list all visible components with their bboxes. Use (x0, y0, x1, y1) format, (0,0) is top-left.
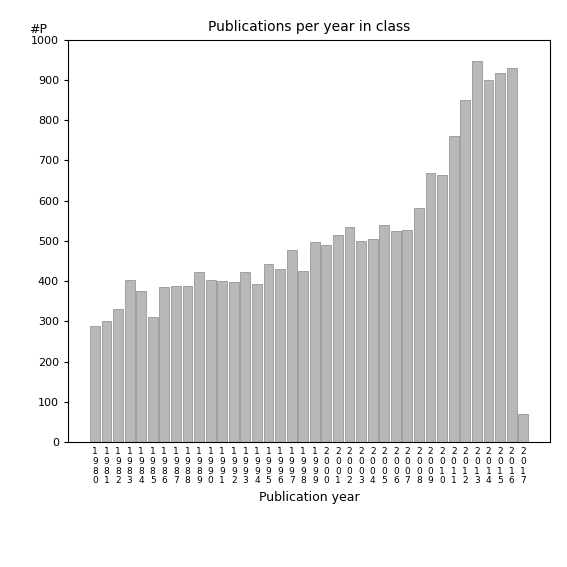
Bar (148, 318, 158, 442)
Bar (206, 280, 215, 442)
Bar (183, 286, 192, 442)
X-axis label: Publication year: Publication year (259, 491, 359, 503)
Bar (101, 321, 111, 442)
Bar (518, 414, 528, 442)
Bar (240, 272, 250, 442)
Bar (391, 231, 401, 442)
Bar (310, 242, 320, 442)
Bar (252, 285, 262, 442)
Title: Publications per year in class: Publications per year in class (208, 20, 410, 35)
Bar (125, 280, 134, 442)
Bar (507, 68, 517, 442)
Bar (264, 264, 273, 442)
Bar (484, 80, 493, 442)
Bar (368, 239, 378, 442)
Bar (426, 174, 435, 442)
Bar (217, 281, 227, 442)
Bar (136, 291, 146, 442)
Bar (460, 100, 470, 442)
Bar (379, 225, 389, 442)
Bar (321, 245, 331, 442)
Bar (403, 230, 412, 442)
Text: #P: #P (29, 23, 48, 36)
Bar (194, 272, 204, 442)
Bar (298, 271, 308, 442)
Bar (414, 208, 424, 442)
Bar (275, 269, 285, 442)
Bar (159, 287, 169, 442)
Bar (495, 73, 505, 442)
Bar (356, 241, 366, 442)
Bar (287, 250, 297, 442)
Bar (229, 282, 239, 442)
Bar (449, 136, 459, 442)
Bar (171, 286, 181, 442)
Bar (333, 235, 343, 442)
Bar (437, 175, 447, 442)
Bar (113, 310, 123, 442)
Bar (345, 227, 354, 442)
Bar (90, 325, 100, 442)
Bar (472, 61, 482, 442)
